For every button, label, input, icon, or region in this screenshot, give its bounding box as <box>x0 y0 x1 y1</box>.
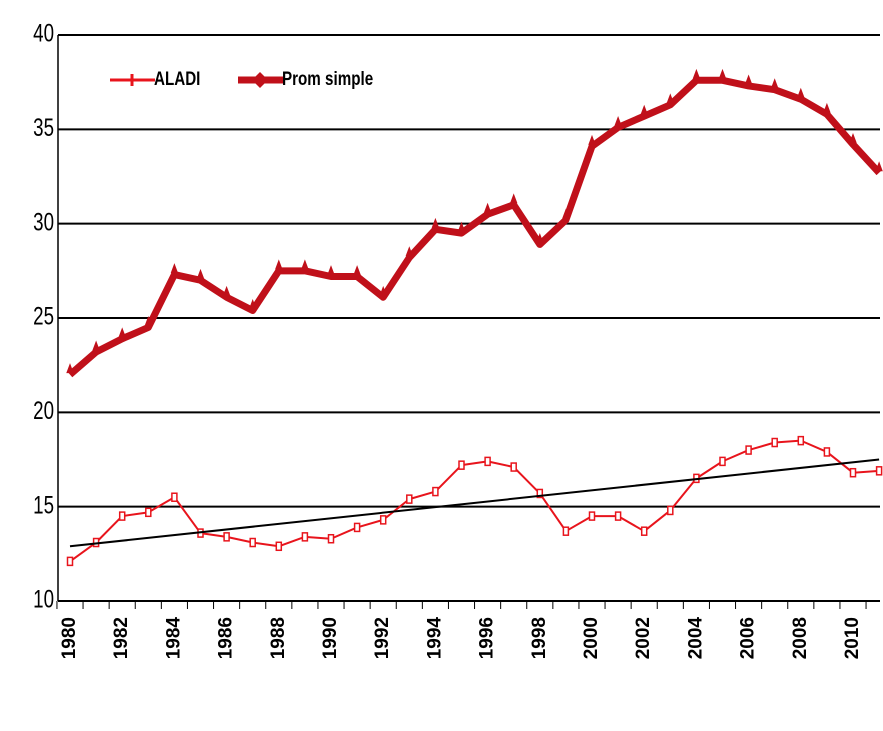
point <box>823 102 831 113</box>
point <box>771 437 778 448</box>
point <box>718 68 727 79</box>
y-tick-label: 10 <box>33 585 54 613</box>
point <box>275 541 283 552</box>
point <box>432 486 439 497</box>
trend-line <box>69 458 880 548</box>
point <box>223 532 230 542</box>
y-tick-label: 20 <box>33 396 54 424</box>
point <box>745 445 752 455</box>
point <box>588 134 596 145</box>
x-tick-label: 1988 <box>268 617 289 659</box>
x-tick-label: 2006 <box>738 617 759 659</box>
point <box>667 505 674 516</box>
point <box>379 515 387 525</box>
point <box>222 285 231 296</box>
y-tick-label: 35 <box>33 113 54 141</box>
point <box>692 68 701 79</box>
x-tick-label: 1994 <box>424 617 445 660</box>
point <box>275 259 283 270</box>
point <box>145 507 152 518</box>
point <box>797 87 805 98</box>
point <box>797 435 805 446</box>
point <box>405 246 414 257</box>
point <box>327 533 335 544</box>
point <box>457 221 466 232</box>
point <box>744 74 753 85</box>
point <box>353 265 361 275</box>
point <box>458 460 465 470</box>
point <box>249 537 256 548</box>
point <box>196 268 205 279</box>
point <box>849 467 857 478</box>
point <box>536 232 544 243</box>
point <box>640 526 648 536</box>
point <box>431 217 440 228</box>
point <box>666 93 675 104</box>
point <box>170 263 179 274</box>
point <box>144 316 153 326</box>
point <box>614 116 622 126</box>
point <box>66 556 74 567</box>
point <box>875 466 883 476</box>
point <box>353 522 361 533</box>
point <box>588 511 596 521</box>
point <box>510 462 517 472</box>
point <box>171 492 178 502</box>
x-tick-label: 2008 <box>790 617 811 659</box>
x-tick-label: 2002 <box>633 617 654 659</box>
point <box>509 193 518 204</box>
x-tick-label: 1982 <box>111 617 132 659</box>
legend-label: Prom simple <box>282 67 373 89</box>
x-tick-label: 2004 <box>685 617 706 660</box>
point <box>614 511 622 521</box>
x-tick-label: 1998 <box>529 617 550 659</box>
x-tick-label: 2000 <box>581 617 602 659</box>
point <box>118 327 126 338</box>
point <box>484 456 491 467</box>
y-tick-label: 15 <box>33 491 54 519</box>
point <box>562 526 570 536</box>
point <box>536 488 544 499</box>
legend-marker <box>252 72 268 88</box>
series-line <box>67 76 882 378</box>
x-tick-label: 1980 <box>59 617 80 659</box>
point <box>719 456 726 467</box>
point <box>92 340 100 351</box>
y-tick-label: 25 <box>33 302 54 330</box>
point <box>770 78 779 89</box>
y-tick-label: 40 <box>33 19 54 47</box>
point <box>248 299 257 309</box>
legend-label: ALADI <box>154 67 200 89</box>
point <box>562 208 570 219</box>
point <box>483 202 492 213</box>
point <box>849 133 857 143</box>
point <box>875 161 883 172</box>
point <box>118 511 126 521</box>
point <box>301 532 309 542</box>
series-line <box>69 439 880 563</box>
x-tick-label: 1990 <box>320 617 341 659</box>
point <box>327 265 335 275</box>
point <box>301 259 309 270</box>
point <box>66 363 74 374</box>
point <box>823 447 831 457</box>
x-tick-label: 1996 <box>477 617 498 659</box>
point <box>406 494 413 504</box>
x-tick-label: 1986 <box>216 617 237 659</box>
point <box>379 285 387 296</box>
x-tick-label: 1992 <box>372 617 393 659</box>
point <box>640 104 648 115</box>
y-tick-label: 30 <box>33 208 54 236</box>
x-tick-label: 1984 <box>163 617 184 660</box>
x-tick-label: 2010 <box>842 617 863 659</box>
